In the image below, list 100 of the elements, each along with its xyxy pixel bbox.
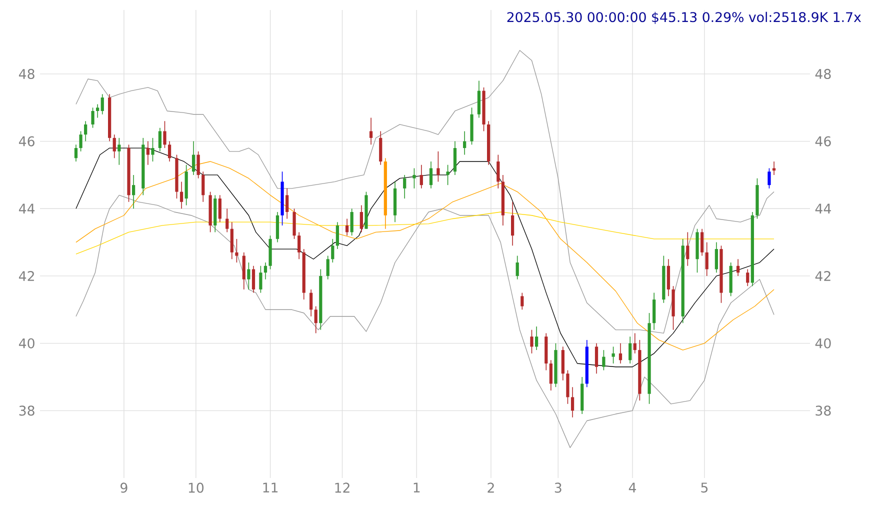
candlestick	[310, 289, 313, 317]
y-tick-label: 40	[18, 338, 34, 348]
candlestick	[436, 150, 440, 182]
candlestick	[91, 107, 94, 128]
x-tick-label: 12	[335, 482, 350, 493]
candlestick	[298, 232, 301, 260]
candlestick	[412, 168, 416, 189]
candlestick	[331, 238, 334, 263]
candlestick	[168, 140, 172, 162]
x-tick-label: 9	[120, 482, 128, 493]
candlestick	[714, 242, 718, 274]
candlestick	[561, 346, 564, 381]
y2-tick-label: 46	[815, 136, 831, 146]
candlestick	[420, 164, 423, 189]
y2-tick-label: 42	[815, 271, 830, 281]
y-tick-label: 42	[18, 271, 34, 281]
candlestick	[235, 238, 238, 263]
y2-tick-label: 38	[816, 406, 831, 416]
candlestick	[686, 232, 690, 266]
candlestick	[549, 360, 552, 391]
candlestick	[326, 255, 330, 280]
y2-tick-label: 48	[815, 68, 831, 79]
candlestick	[403, 174, 406, 199]
candlestick	[158, 127, 162, 152]
candlestick	[132, 174, 136, 210]
candlestick	[247, 262, 250, 290]
candlestick	[180, 181, 184, 210]
candlestick	[477, 80, 481, 118]
candlestick	[570, 386, 574, 418]
candlestick	[602, 350, 606, 371]
y2-tick-label: 44	[815, 204, 831, 214]
candlestick	[516, 255, 519, 280]
candlestick	[112, 134, 116, 159]
x-tick-label: 5	[701, 482, 708, 493]
candlestick	[446, 164, 450, 186]
x-tick-label: 4	[628, 482, 636, 492]
candlestick	[252, 265, 256, 294]
candlestick	[772, 161, 776, 176]
y-tick-label: 46	[18, 136, 34, 146]
x-tick-label: 10	[188, 482, 204, 493]
candlestick	[276, 212, 280, 243]
candlestick	[336, 222, 340, 250]
candlestick	[628, 336, 632, 364]
candlestick	[96, 104, 100, 118]
candlestick	[453, 140, 457, 176]
candlestick	[594, 342, 598, 374]
candlestick	[768, 168, 771, 189]
candlestick	[700, 228, 704, 256]
candlestick	[163, 120, 166, 148]
candlestick	[369, 117, 373, 146]
candlestick	[192, 140, 196, 176]
candlestick	[264, 262, 268, 280]
candlestick	[618, 342, 622, 364]
candlestick	[286, 188, 289, 220]
candlestick	[612, 346, 615, 364]
candlestick	[463, 130, 466, 156]
candlestick	[496, 154, 500, 189]
candlestick	[74, 144, 78, 162]
candlestick	[146, 140, 150, 166]
candlestick	[530, 329, 534, 354]
candlestick	[226, 208, 229, 233]
candlestick	[746, 268, 750, 286]
x-tick-label: 3	[554, 482, 562, 493]
candlestick	[705, 242, 708, 276]
candlestick	[666, 258, 670, 297]
candlestick	[345, 218, 349, 236]
candlestick	[633, 332, 636, 354]
chart-title: 2025.05.30 00:00:00 $45.13 0.29% vol:2518.9K 1.7x	[507, 12, 861, 24]
x-tick-label: 2	[488, 482, 494, 493]
line-series	[76, 194, 774, 448]
candlestick	[314, 306, 318, 334]
candlestick	[652, 292, 656, 330]
candlestick	[100, 94, 104, 115]
y2-tick-label: 40	[815, 338, 831, 348]
candlestick	[151, 138, 154, 162]
y-tick-label: 44	[18, 204, 35, 214]
y-tick-label: 48	[18, 68, 34, 79]
candlestick	[429, 161, 433, 189]
candlestick	[379, 130, 382, 166]
x-tick-label: 1	[414, 482, 420, 492]
candlestick	[736, 258, 740, 276]
line-series	[76, 50, 774, 334]
candlestick	[360, 204, 363, 233]
candlestick	[292, 208, 296, 240]
candlestick	[84, 120, 88, 142]
candlestick	[118, 138, 121, 166]
candlestick	[350, 208, 354, 236]
candlestick	[520, 292, 524, 310]
y-tick-label: 38	[19, 406, 34, 416]
candlestick	[79, 130, 82, 152]
candlestick	[196, 150, 200, 179]
candlestick	[242, 252, 246, 290]
x-tick-label: 11	[263, 482, 278, 492]
candlestick	[218, 194, 222, 222]
candlestick	[510, 202, 514, 246]
candlestick	[259, 265, 262, 294]
candlestick	[202, 171, 205, 202]
candlestick	[566, 370, 570, 404]
candlestick	[230, 222, 234, 260]
candlestick	[534, 326, 538, 350]
